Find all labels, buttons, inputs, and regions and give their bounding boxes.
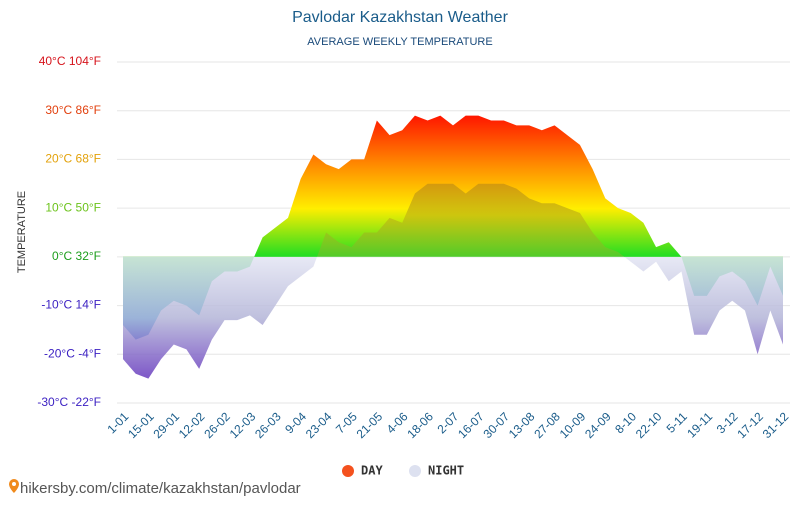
x-tick-label: 21-05: [354, 409, 386, 441]
legend-swatch: [342, 465, 354, 477]
x-tick-label: 29-01: [151, 409, 183, 441]
legend-swatch: [409, 465, 421, 477]
chart-title: Pavlodar Kazakhstan Weather: [292, 9, 509, 26]
x-tick-label: 31-12: [760, 409, 792, 441]
x-tick-label: 26-02: [201, 409, 233, 441]
pin-dot: [12, 482, 16, 486]
y-tick-label: -10°C 14°F: [41, 298, 101, 312]
x-tick-label: 23-04: [303, 409, 335, 441]
x-tick-label: 22-10: [633, 409, 665, 441]
y-axis-label: TEMPERATURE: [16, 191, 28, 273]
source: hikersby.com/climate/kazakhstan/pavlodar: [8, 478, 301, 497]
legend-label: NIGHT: [428, 464, 464, 478]
x-tick-label: 19-11: [684, 409, 715, 440]
x-tick-label: 18-06: [404, 409, 436, 441]
x-tick-label: 15-01: [125, 409, 157, 441]
area-night: [123, 183, 783, 379]
x-tick-label: 26-03: [252, 409, 284, 441]
x-tick-label: 12-03: [227, 409, 259, 441]
y-tick-label: 10°C 50°F: [45, 200, 101, 214]
x-tick-label: 30-07: [481, 409, 513, 441]
y-tick-label: 40°C 104°F: [39, 54, 101, 68]
chart-subtitle: AVERAGE WEEKLY TEMPERATURE: [307, 36, 492, 48]
x-tick-label: 17-12: [734, 409, 766, 441]
y-tick-label: 0°C 32°F: [52, 249, 101, 263]
x-tick-label: 24-09: [582, 409, 614, 441]
x-tick-label: 13-08: [506, 409, 538, 441]
source-text: hikersby.com/climate/kazakhstan/pavlodar: [20, 480, 301, 497]
x-tick-label: 10-09: [557, 409, 589, 441]
y-tick-label: 20°C 68°F: [45, 152, 101, 166]
y-tick-label: 30°C 86°F: [45, 103, 101, 117]
x-tick-label: 16-07: [455, 409, 487, 441]
legend-label: DAY: [361, 464, 383, 478]
x-tick-label: 12-02: [176, 409, 208, 441]
y-tick-label: -20°C -4°F: [44, 346, 101, 360]
x-tick-label: 27-08: [531, 409, 563, 441]
y-tick-label: -30°C -22°F: [37, 395, 101, 409]
